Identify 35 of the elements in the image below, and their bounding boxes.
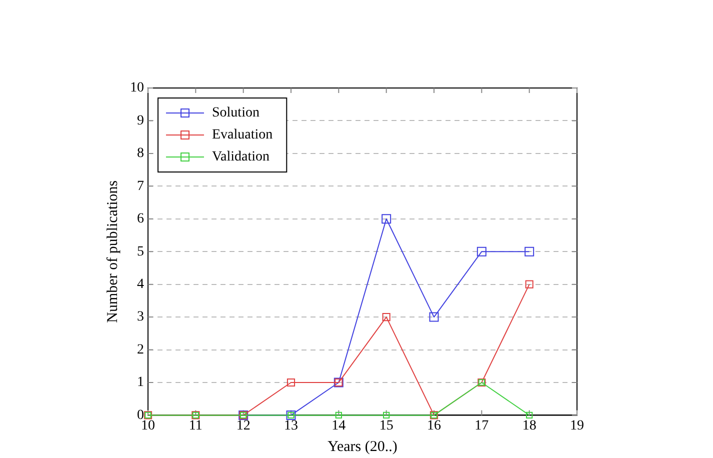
- point: [382, 313, 390, 322]
- y-tick-label: 6: [137, 212, 144, 227]
- y-tick-label: 0: [137, 408, 144, 423]
- point: [429, 312, 439, 322]
- x-tick-label: 14: [332, 418, 346, 434]
- y-tick-label: 8: [137, 146, 144, 162]
- point: [524, 246, 534, 256]
- point: [382, 214, 392, 224]
- legend-label: Evaluation: [212, 128, 273, 143]
- x-axis-title: Years (20..): [328, 438, 398, 455]
- y-tick-label: 9: [137, 113, 144, 128]
- y-tick-label: 10: [130, 80, 144, 96]
- x-tick-label: 17: [474, 418, 489, 434]
- y-tick-label: 3: [137, 310, 144, 325]
- x-tick-label: 15: [379, 418, 394, 434]
- legend-label: Solution: [212, 106, 260, 121]
- x-tick-label: 13: [284, 418, 298, 434]
- x-tick-label: 12: [236, 418, 250, 434]
- point: [286, 378, 296, 387]
- point: [383, 412, 390, 419]
- x-tick-label: 16: [427, 418, 441, 434]
- legend-label: Validation: [212, 150, 270, 165]
- y-tick-label: 7: [137, 178, 144, 194]
- y-tick-label: 1: [137, 375, 144, 390]
- point: [525, 280, 534, 288]
- y-tick-label: 5: [137, 244, 144, 260]
- y-tick-label: 2: [137, 342, 144, 358]
- y-tick-label: 4: [137, 276, 144, 292]
- x-tick-label: 11: [188, 418, 202, 434]
- point: [476, 246, 486, 256]
- point: [335, 412, 342, 419]
- point: [526, 412, 533, 419]
- x-tick-label: 18: [522, 418, 536, 434]
- y-axis-title: Number of publications: [104, 180, 121, 323]
- x-tick-label: 19: [570, 418, 584, 434]
